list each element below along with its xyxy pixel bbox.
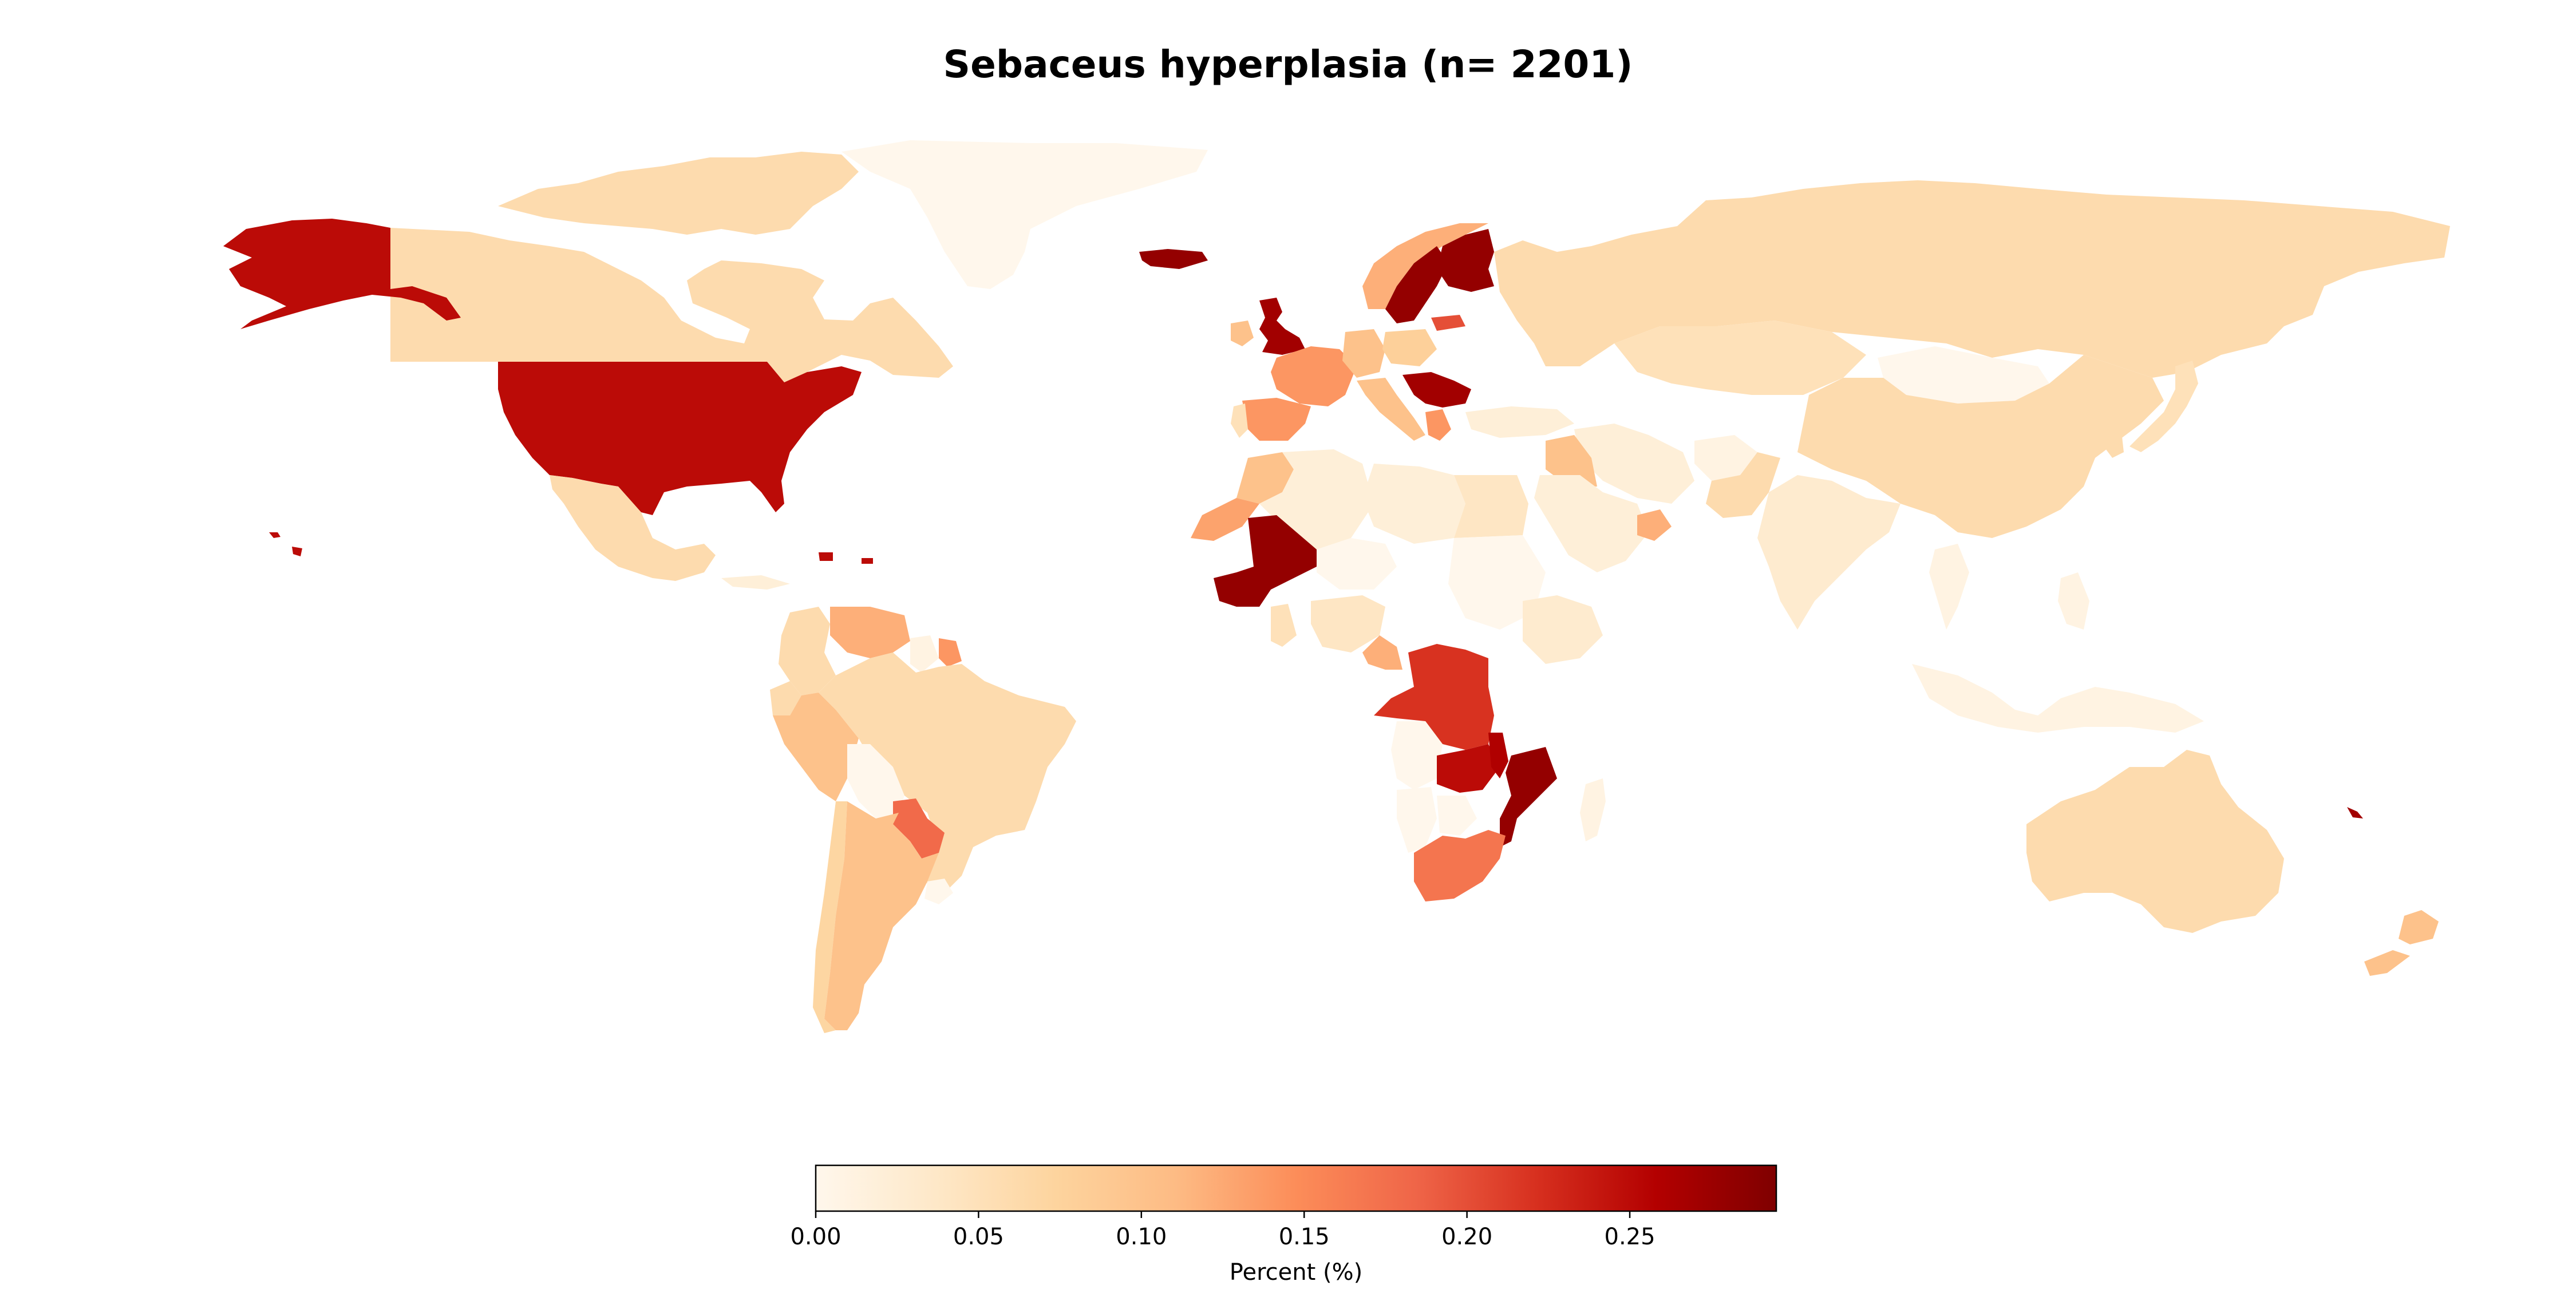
region-china[interactable] — [1797, 355, 2164, 538]
region-egypt[interactable] — [1454, 475, 1528, 538]
region-ghana[interactable] — [1271, 604, 1297, 647]
region-niger[interactable] — [1317, 538, 1397, 590]
region-italy[interactable] — [1357, 378, 1425, 441]
region-france[interactable] — [1271, 346, 1357, 406]
region-colombia[interactable] — [779, 607, 836, 695]
colorbar-ticks: 0.00 0.05 0.10 0.15 0.20 0.25 — [790, 1211, 1656, 1250]
region-serbia[interactable] — [1402, 372, 1471, 408]
colorbar-gradient — [815, 1164, 1777, 1212]
region-sweden[interactable] — [1385, 246, 1448, 323]
region-japan[interactable] — [2129, 361, 2198, 452]
region-united-states[interactable] — [498, 362, 862, 515]
region-mozambique[interactable] — [1500, 747, 1557, 847]
world-map — [223, 140, 2450, 1033]
region-ecuador[interactable] — [770, 681, 801, 715]
region-turkey[interactable] — [1465, 406, 1574, 438]
region-paraguay[interactable] — [893, 798, 945, 859]
region-indonesia[interactable] — [1912, 664, 2204, 733]
region-greenland[interactable] — [841, 140, 1208, 289]
region-sudan[interactable] — [1448, 535, 1546, 630]
region-pakistan[interactable] — [1706, 452, 1780, 518]
region-new-zealand[interactable] — [2364, 910, 2439, 976]
colorbar-label: Percent (%) — [1230, 1259, 1362, 1286]
colorbar-tick-label: 0.25 — [1605, 1224, 1656, 1250]
region-brazil[interactable] — [819, 652, 1076, 899]
colorbar-tick-label: 0.00 — [790, 1224, 841, 1250]
region-guyana[interactable] — [910, 635, 939, 673]
region-namibia[interactable] — [1397, 787, 1437, 853]
region-uruguay[interactable] — [924, 879, 953, 904]
region-norway[interactable] — [1362, 223, 1488, 309]
region-hawaii[interactable] — [269, 532, 302, 556]
region-finland[interactable] — [1437, 229, 1494, 292]
region-oman[interactable] — [1637, 509, 1672, 541]
region-algeria[interactable] — [1259, 449, 1374, 549]
region-south-korea[interactable] — [2104, 426, 2124, 458]
region-latvia[interactable] — [1431, 315, 1465, 331]
region-south-africa[interactable] — [1414, 830, 1506, 901]
region-canada-islands[interactable] — [498, 152, 859, 235]
region-mexico[interactable] — [550, 475, 716, 581]
region-new-caledonia[interactable] — [2347, 807, 2363, 818]
region-suriname[interactable] — [939, 638, 962, 667]
region-nigeria[interactable] — [1311, 595, 1385, 652]
chart-title: Sebaceus hyperplasia (n= 2201) — [943, 42, 1633, 86]
colorbar-tick-label: 0.10 — [1116, 1224, 1167, 1250]
region-mali[interactable] — [1214, 515, 1317, 607]
region-botswana[interactable] — [1437, 796, 1477, 836]
region-iran[interactable] — [1574, 424, 1694, 504]
region-philippines[interactable] — [2058, 572, 2089, 630]
region-saudi-arabia[interactable] — [1534, 475, 1649, 572]
colorbar-tick-label: 0.05 — [953, 1224, 1004, 1250]
colorbar-tick-label: 0.20 — [1441, 1224, 1492, 1250]
region-thailand[interactable] — [1929, 544, 1969, 630]
region-malawi[interactable] — [1488, 733, 1508, 778]
colorbar: 0.00 0.05 0.10 0.15 0.20 0.25 Percent (%) — [790, 1164, 1777, 1286]
region-afghanistan[interactable] — [1694, 435, 1757, 481]
colorbar-tick-label: 0.15 — [1279, 1224, 1330, 1250]
region-cameroon[interactable] — [1362, 635, 1402, 670]
region-cuba[interactable] — [721, 575, 790, 590]
region-ireland[interactable] — [1231, 321, 1254, 346]
region-india[interactable] — [1757, 475, 1901, 630]
region-poland[interactable] — [1382, 329, 1437, 366]
region-puerto-rico[interactable] — [819, 552, 873, 564]
region-libya[interactable] — [1362, 464, 1465, 544]
region-russia[interactable] — [1494, 180, 2450, 378]
region-mongolia[interactable] — [1878, 346, 2049, 404]
region-iraq[interactable] — [1546, 435, 1597, 487]
region-angola[interactable] — [1391, 721, 1443, 790]
region-dr-congo[interactable] — [1374, 644, 1494, 750]
region-spain[interactable] — [1242, 398, 1311, 441]
region-venezuela[interactable] — [830, 607, 910, 658]
region-portugal[interactable] — [1231, 404, 1248, 438]
region-argentina[interactable] — [824, 801, 939, 1030]
region-chile[interactable] — [813, 801, 847, 1033]
region-kazakhstan[interactable] — [1614, 321, 1866, 395]
region-alaska[interactable] — [223, 219, 461, 329]
region-peru[interactable] — [773, 693, 859, 801]
region-australia[interactable] — [2026, 750, 2284, 933]
region-zambia[interactable] — [1437, 744, 1500, 793]
region-ethiopia[interactable] — [1523, 595, 1603, 664]
region-germany[interactable] — [1342, 329, 1385, 378]
region-madagascar[interactable] — [1580, 778, 1606, 841]
region-western-sahara[interactable] — [1191, 498, 1259, 541]
region-bolivia[interactable] — [847, 744, 904, 818]
region-morocco[interactable] — [1236, 452, 1294, 504]
region-united-kingdom[interactable] — [1259, 298, 1305, 355]
region-iceland[interactable] — [1139, 249, 1208, 269]
region-canada[interactable] — [390, 228, 953, 382]
region-greece[interactable] — [1425, 409, 1451, 441]
